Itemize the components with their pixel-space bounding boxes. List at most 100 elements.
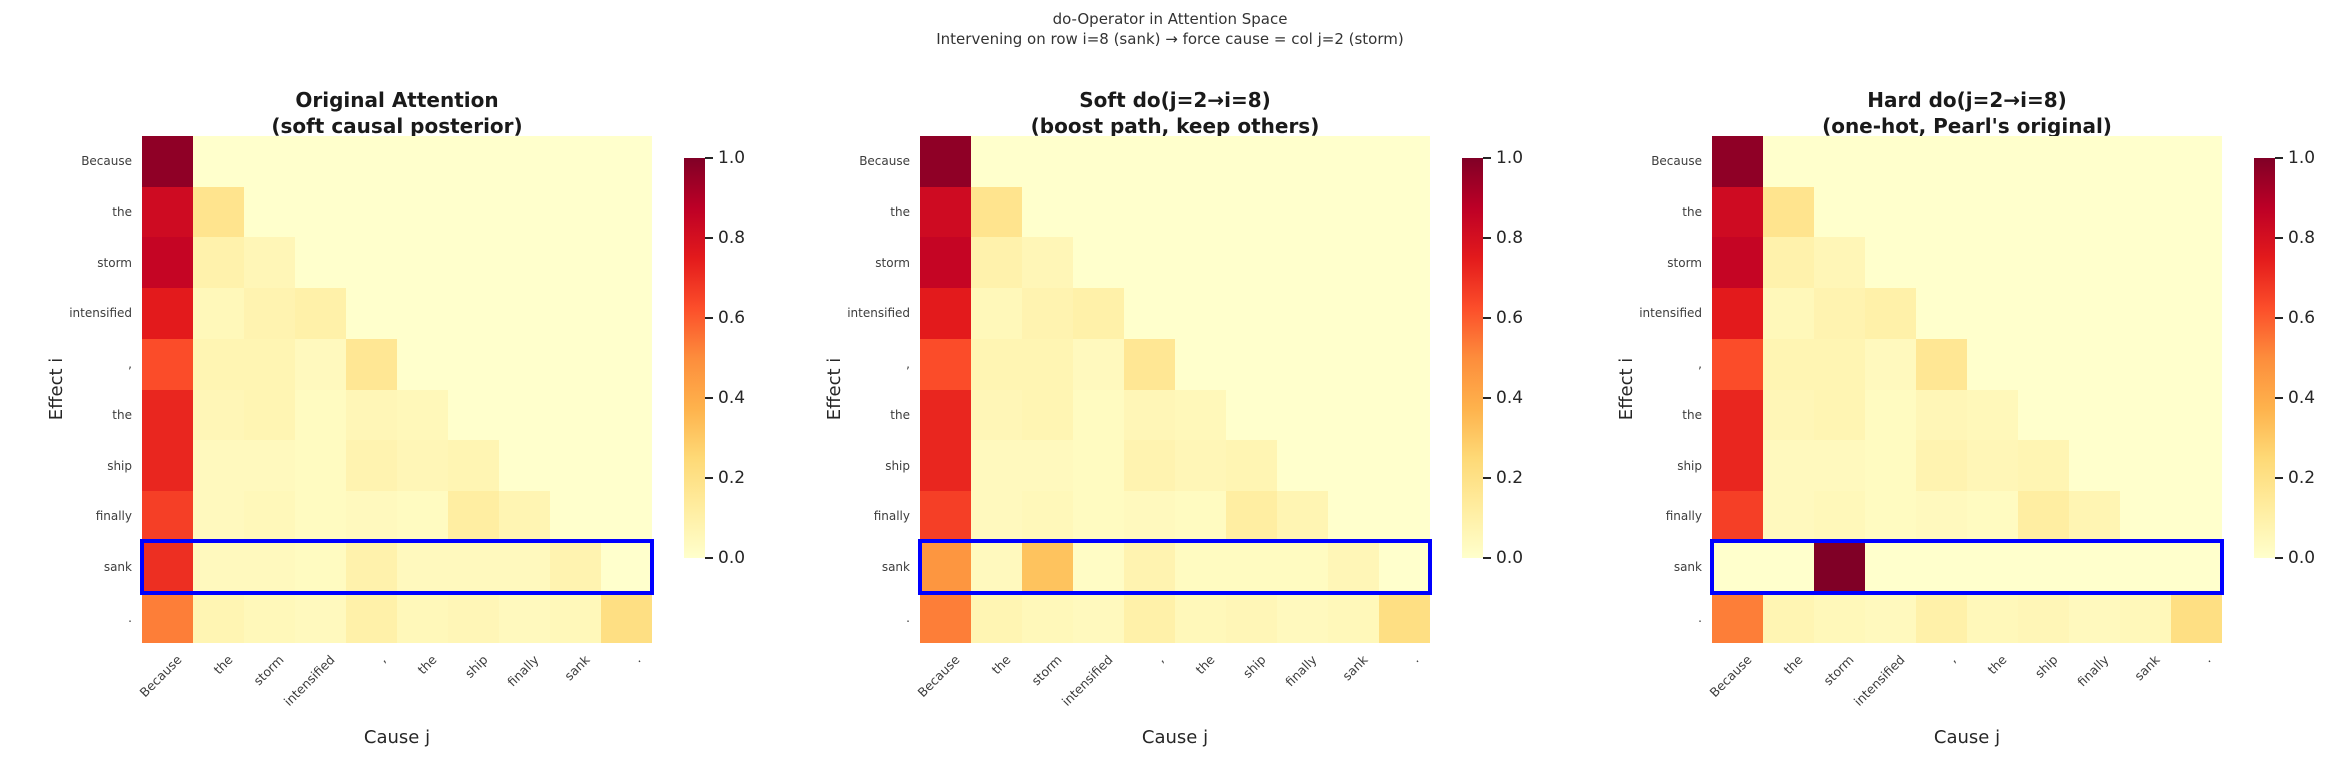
heatmap-cell [1814, 541, 1865, 593]
heatmap-cell [550, 237, 601, 289]
heatmap-cell [142, 592, 193, 643]
heatmap-cell [2018, 186, 2069, 238]
heatmap-cell [1814, 592, 1865, 643]
colorbar-tick-label: 0.0 [1496, 548, 1524, 568]
y-tick-label: Because [859, 154, 910, 169]
heatmap-cell [397, 541, 448, 593]
heatmap-cell [1175, 592, 1226, 643]
heatmap-cell [1073, 288, 1124, 339]
colorbar-tick-label: 0.8 [1496, 228, 1524, 248]
heatmap-cell [1967, 288, 2018, 339]
heatmap-cell [1865, 440, 1916, 491]
y-tick-label: storm [875, 255, 910, 270]
heatmap-cell [142, 237, 193, 289]
heatmap-cell [1226, 338, 1277, 390]
heatmap-cell [1175, 186, 1226, 238]
heatmap-cell [1865, 592, 1916, 643]
x-axis-label: Cause j [1933, 727, 2001, 748]
colorbar-tick-mark [705, 477, 713, 479]
heatmap-cell [499, 237, 550, 289]
heatmap-cell [971, 541, 1022, 593]
panel-title-line1: Soft do(j=2→i=8) [1079, 87, 1271, 112]
heatmap-cell [448, 237, 499, 289]
heatmap-cell [1328, 440, 1379, 491]
heatmap-cell [1865, 490, 1916, 542]
heatmap-cell [448, 490, 499, 542]
colorbar-tick-label: 0.0 [718, 548, 746, 568]
heatmap-cell [1022, 186, 1073, 238]
heatmap-cell [499, 186, 550, 238]
heatmap-cell [397, 186, 448, 238]
heatmap-cell [2171, 288, 2222, 339]
heatmap-cell [1865, 389, 1916, 441]
heatmap-cell [1712, 136, 1763, 187]
figure-suptitle-line2: Intervening on row i=8 (sank) → force ca… [936, 30, 1404, 48]
heatmap-cell [295, 338, 346, 390]
heatmap-cell [920, 136, 971, 187]
heatmap-cell [244, 288, 295, 339]
y-tick-label: . [1698, 610, 1702, 625]
heatmap-cell [2171, 237, 2222, 289]
heatmap-cell [1379, 541, 1430, 593]
heatmap-cell [1175, 288, 1226, 339]
panel-title-line2: (one-hot, Pearl's original) [1822, 113, 2112, 138]
heatmap-grid [1712, 136, 2222, 643]
heatmap-cell [2171, 592, 2222, 643]
colorbar [2254, 158, 2275, 558]
heatmap-cell [1277, 592, 1328, 643]
heatmap-cell [193, 389, 244, 441]
heatmap-cell [1073, 237, 1124, 289]
heatmap-cell [295, 440, 346, 491]
heatmap-cell [971, 490, 1022, 542]
heatmap-cell [1712, 389, 1763, 441]
heatmap-cell [193, 288, 244, 339]
heatmap-cell [1277, 237, 1328, 289]
colorbar-tick-mark [705, 557, 713, 559]
colorbar-tick-label: 0.4 [2288, 388, 2316, 408]
heatmap-cell [1328, 237, 1379, 289]
panel-title: Original Attention (soft causal posterior… [142, 87, 652, 139]
heatmap-cell [920, 541, 971, 593]
colorbar-tick-label: 0.6 [1496, 308, 1524, 328]
y-tick-label: Because [1651, 154, 1702, 169]
heatmap-cell [1328, 136, 1379, 187]
heatmap-cell [448, 338, 499, 390]
heatmap-cell [1277, 288, 1328, 339]
heatmap-cell [193, 136, 244, 187]
colorbar-tick-mark [1483, 317, 1491, 319]
heatmap-cell [1865, 237, 1916, 289]
heatmap-cell [499, 490, 550, 542]
heatmap-cell [1916, 490, 1967, 542]
heatmap-cell [1763, 136, 1814, 187]
heatmap-cell [601, 288, 652, 339]
panel-title: Hard do(j=2→i=8) (one-hot, Pearl's origin… [1712, 87, 2222, 139]
heatmap-cell [397, 440, 448, 491]
heatmap-cell [1379, 237, 1430, 289]
figure-suptitle-line1: do-Operator in Attention Space [1052, 10, 1288, 28]
heatmap-cell [1226, 541, 1277, 593]
heatmap-grid [142, 136, 652, 643]
heatmap-cell [601, 237, 652, 289]
heatmap-cell [1124, 237, 1175, 289]
heatmap-cell [397, 136, 448, 187]
intervention-row-highlight [140, 538, 654, 596]
y-tick-label: intensified [847, 306, 910, 321]
y-tick-label: intensified [69, 306, 132, 321]
heatmap-cell [499, 288, 550, 339]
heatmap-cell [1328, 389, 1379, 441]
heatmap-cell [1865, 541, 1916, 593]
heatmap-cell [1277, 186, 1328, 238]
heatmap-cell [1712, 338, 1763, 390]
colorbar-tick-label: 0.6 [718, 308, 746, 328]
y-tick-label: storm [97, 255, 132, 270]
heatmap-cell [346, 136, 397, 187]
heatmap-cell [1073, 389, 1124, 441]
heatmap-cell [499, 136, 550, 187]
heatmap-cell [397, 389, 448, 441]
heatmap-cell [142, 136, 193, 187]
heatmap-cell [1814, 338, 1865, 390]
heatmap-cell [1226, 389, 1277, 441]
heatmap-cell [1226, 592, 1277, 643]
heatmap-cell [1022, 338, 1073, 390]
heatmap-cell [1712, 541, 1763, 593]
